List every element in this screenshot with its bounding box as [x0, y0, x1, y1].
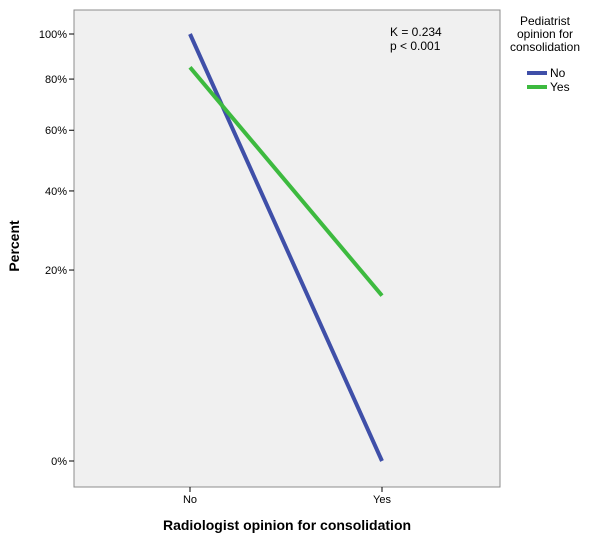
y-tick-label: 100%: [39, 29, 67, 41]
x-axis-title: Radiologist opinion for consolidation: [163, 517, 411, 533]
y-tick-label: 20%: [45, 265, 67, 277]
legend-title-line: opinion for: [517, 27, 573, 41]
x-axis: No Yes: [183, 487, 391, 506]
y-axis: 0% 20% 40% 60% 80% 100%: [39, 29, 74, 468]
y-tick-label: 0%: [51, 456, 67, 468]
x-tick-label: Yes: [373, 494, 391, 506]
y-tick-label: 60%: [45, 125, 67, 137]
y-tick-label: 40%: [45, 186, 67, 198]
legend-title-line: Pediatrist: [520, 14, 571, 28]
p-value-annotation: p < 0.001: [390, 39, 441, 53]
legend-label-no: No: [550, 66, 566, 80]
legend-title-line: consolidation: [510, 40, 580, 54]
y-tick-label: 80%: [45, 74, 67, 86]
x-tick-label: No: [183, 494, 197, 506]
y-axis-title: Percent: [6, 220, 22, 272]
legend-label-yes: Yes: [550, 80, 570, 94]
legend: Pediatrist opinion for consolidation No …: [510, 14, 580, 94]
series-layer: [188, 33, 384, 462]
kappa-annotation: K = 0.234: [390, 25, 442, 39]
series-line-yes: [188, 66, 384, 297]
